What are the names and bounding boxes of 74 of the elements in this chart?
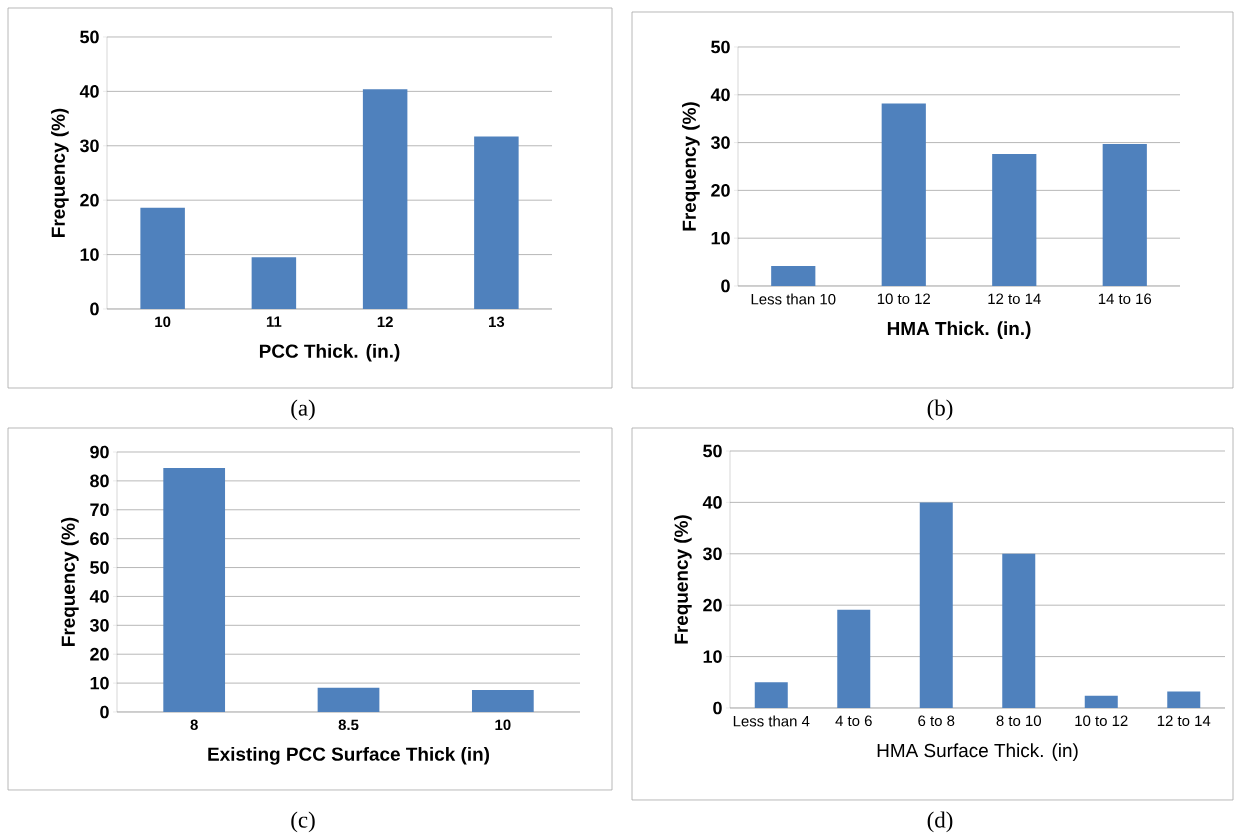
y-tick-label: 50	[703, 444, 722, 458]
y-tick-label: 0	[90, 302, 99, 316]
y-tick-label: 70	[90, 503, 109, 517]
x-axis-title: HMA Thick. (in.)	[887, 321, 1031, 339]
x-axis-title: Existing PCC Surface Thick (in)	[208, 746, 490, 765]
x-tick-label: 14 to 16	[1098, 293, 1152, 305]
bar	[471, 690, 534, 712]
y-tick-label: 20	[711, 184, 730, 197]
text: (a)	[291, 399, 315, 421]
x-tick-label: 10 to 12	[1075, 715, 1128, 727]
x-tick-label: 12 to 14	[1157, 715, 1211, 727]
x-tick-label: 8.5	[338, 719, 359, 731]
y-tick-label: 50	[711, 40, 730, 54]
y-tick-label: 40	[710, 88, 730, 102]
bar	[474, 136, 519, 309]
bar	[317, 687, 380, 712]
y-tick-label: 90	[90, 445, 109, 459]
bar	[881, 103, 926, 286]
text: (b)	[927, 399, 953, 421]
y-tick-label: 0	[100, 705, 109, 719]
y-tick-label: 60	[90, 532, 109, 545]
y-tick-label: 40	[79, 85, 99, 98]
bar	[140, 207, 185, 309]
y-tick-label: 0	[721, 279, 730, 293]
bar	[919, 502, 953, 708]
y-tick-label: 10	[90, 676, 109, 690]
y-tick-label: 0	[713, 701, 722, 715]
y-tick-label: 20	[90, 647, 109, 661]
x-tick-label: 6 to 8	[918, 715, 955, 727]
x-tick-label: 12	[377, 316, 393, 327]
x-tick-label: 8	[190, 719, 198, 731]
bar	[837, 609, 871, 708]
y-tick-label: 20	[80, 193, 99, 207]
bar	[992, 154, 1037, 286]
bar	[771, 265, 816, 286]
y-tick-label: 50	[80, 30, 99, 44]
x-axis-title: HMA Surface Thick. (in)	[877, 743, 1078, 761]
bar	[1167, 691, 1201, 708]
y-tick-label: 40	[702, 496, 722, 509]
y-tick-label: 10	[80, 248, 99, 261]
text: (c)	[291, 811, 315, 833]
y-tick-label: 10	[703, 650, 722, 663]
text: (d)	[927, 811, 953, 833]
y-tick-label: 30	[79, 139, 99, 153]
y-tick-label: 40	[89, 590, 109, 603]
y-tick-label: 30	[710, 136, 730, 149]
y-tick-label: 50	[90, 561, 109, 574]
x-tick-label: 8 to 10	[996, 715, 1041, 727]
bar	[1002, 553, 1036, 708]
x-tick-label: 10	[155, 316, 171, 328]
y-tick-label: 20	[703, 598, 722, 612]
bar	[1102, 144, 1147, 286]
x-tick-label: 10	[495, 719, 511, 731]
bar	[1084, 695, 1118, 708]
bar	[754, 682, 788, 708]
y-tick-label: 80	[90, 474, 109, 488]
x-tick-label: 11	[266, 316, 282, 327]
bar	[163, 467, 226, 712]
x-tick-label: 4 to 6	[835, 715, 872, 727]
x-tick-label: Less than 10	[751, 293, 836, 305]
x-tick-label: Less than 4	[733, 715, 810, 727]
x-tick-label: 13	[489, 316, 505, 328]
y-tick-label: 30	[89, 618, 109, 632]
y-tick-label: 30	[702, 547, 722, 561]
x-tick-label: 12 to 14	[988, 293, 1041, 305]
x-tick-label: 10 to 12	[877, 293, 930, 305]
y-axis-title: Frequency (%)	[674, 515, 692, 644]
y-axis-title: Frequency (%)	[61, 517, 79, 646]
x-axis-title: PCC Thick. (in.)	[259, 343, 400, 362]
bar	[251, 257, 297, 309]
y-axis-title: Frequency (%)	[682, 102, 700, 231]
y-axis-title: Frequency (%)	[51, 108, 69, 237]
y-tick-label: 10	[711, 231, 730, 245]
bar	[362, 89, 408, 309]
